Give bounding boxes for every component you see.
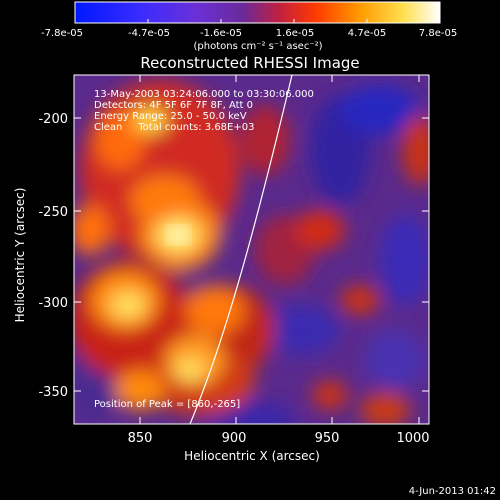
- colorbar-tick-label: 7.8e-05: [419, 28, 457, 39]
- x-tick-label: 1000: [396, 431, 429, 446]
- x-tick-label: 950: [315, 431, 340, 446]
- y-tick-label: -300: [38, 296, 68, 311]
- y-tick-label: -200: [38, 112, 68, 127]
- colorbar-tick-label: 4.7e-05: [348, 28, 386, 39]
- colorbar-tick-label: -1.6e-05: [200, 28, 242, 39]
- annotation-time-range: 13-May-2003 03:24:06.000 to 03:30:06.000: [94, 89, 314, 100]
- annotation-energy-range: Energy Range: 25.0 - 50.0 keV: [94, 111, 247, 122]
- colorbar-units: (photons cm⁻² s⁻¹ asec⁻²): [193, 41, 322, 52]
- plot-frame: [73, 74, 430, 425]
- annotation-peak-position: Position of Peak = [860,-265]: [94, 399, 240, 410]
- y-axis-ticks: [74, 117, 429, 392]
- hxr-image: [74, 75, 429, 424]
- colorbar-tick-label: -4.7e-05: [128, 28, 170, 39]
- y-axis-label: Heliocentric Y (arcsec): [13, 188, 27, 323]
- annotation-method-counts: Clean Total counts: 3.68E+03: [94, 122, 254, 133]
- timestamp: 4-Jun-2013 01:42: [409, 486, 496, 497]
- x-axis-ticks: [139, 75, 420, 424]
- x-tick-label: 850: [128, 431, 153, 446]
- colorbar-tick-label: -7.8e-05: [41, 28, 83, 39]
- y-tick-label: -350: [38, 385, 68, 400]
- x-axis-label: Heliocentric X (arcsec): [184, 449, 320, 463]
- annotation-detectors: Detectors: 4F 5F 6F 7F 8F, Att 0: [94, 100, 253, 111]
- solar-limb-line: [189, 75, 293, 424]
- colorbar-tick-label: 1.6e-05: [276, 28, 314, 39]
- y-tick-label: -250: [38, 205, 68, 220]
- colorbar: [74, 1, 441, 24]
- plot-title: Reconstructed RHESSI Image: [140, 54, 359, 72]
- colorbar-ticks: [74, 19, 441, 23]
- x-tick-label: 900: [222, 431, 247, 446]
